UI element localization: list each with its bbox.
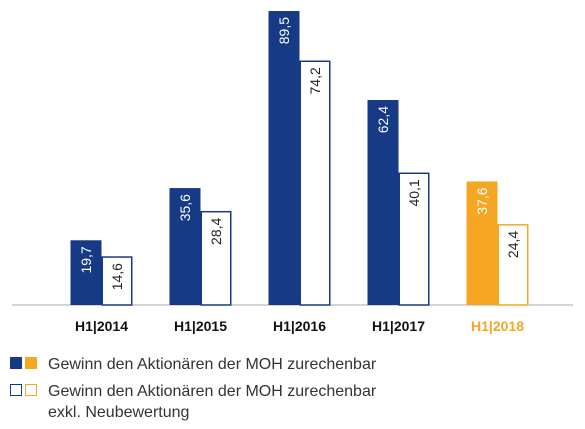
legend-item: Gewinn den Aktionären der MOH zurechenba… xyxy=(10,354,408,375)
data-label: 14,6 xyxy=(109,263,125,290)
x-tick-label: H1|2018 xyxy=(471,318,524,334)
data-label: 19,7 xyxy=(78,246,94,273)
bar xyxy=(398,172,430,306)
bar xyxy=(466,181,498,305)
data-label: 40,1 xyxy=(406,179,422,206)
legend-item: Gewinn den Aktionären der MOH zurechenba… xyxy=(10,381,408,423)
bar xyxy=(268,11,300,305)
data-label: 37,6 xyxy=(474,187,490,214)
legend: Gewinn den Aktionären der MOH zurechenba… xyxy=(10,354,408,429)
bar xyxy=(200,210,232,306)
bar xyxy=(497,224,529,306)
data-label: 35,6 xyxy=(177,194,193,221)
bar xyxy=(169,188,201,305)
bar xyxy=(367,100,399,305)
legend-swatch xyxy=(25,384,37,396)
legend-swatch xyxy=(10,357,22,369)
data-label: 24,4 xyxy=(505,231,521,258)
data-label: 74,2 xyxy=(307,67,323,94)
bar xyxy=(70,240,102,305)
legend-label: Gewinn den Aktionären der MOH zurechenba… xyxy=(48,356,377,373)
x-tick-label: H1|2014 xyxy=(75,318,128,334)
legend-swatch xyxy=(10,384,22,396)
bar xyxy=(101,256,133,306)
bar xyxy=(299,60,331,306)
chart: 19,7 14,6 H1|2014 35,6 28,4 H1|2015 89,5 74,2 H1… xyxy=(12,11,573,334)
data-label: 89,5 xyxy=(276,17,292,44)
data-label: 28,4 xyxy=(208,217,224,244)
x-tick-label: H1|2017 xyxy=(372,318,425,334)
x-tick-label: H1|2015 xyxy=(174,318,227,334)
legend-swatch xyxy=(25,357,37,369)
data-label: 62,4 xyxy=(375,106,391,133)
x-tick-label: H1|2016 xyxy=(273,318,326,334)
legend-label: Gewinn den Aktionären der MOH zurechenba… xyxy=(48,383,377,421)
